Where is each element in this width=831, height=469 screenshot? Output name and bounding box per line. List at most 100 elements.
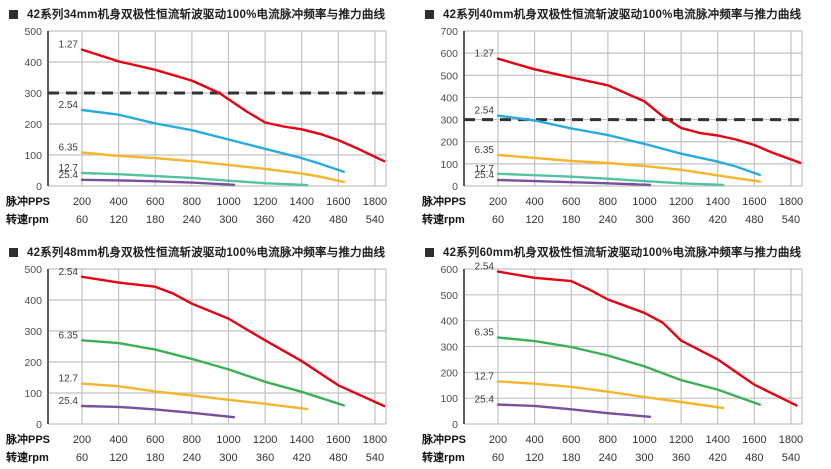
curve-label-6.35: 6.35 [475, 145, 495, 156]
pps-tick-label: 1000 [216, 196, 240, 208]
curve-label-2.54: 2.54 [475, 262, 495, 273]
y-tick-label: 100 [440, 159, 458, 171]
chart-title-row: 42系列40mm机身双极性恒流斩波驱动100%电流脉冲频率与推力曲线 [420, 5, 830, 23]
curve-label-25.4: 25.4 [59, 396, 79, 407]
y-tick-label: 500 [24, 26, 42, 38]
pps-tick-label: 1800 [363, 196, 387, 208]
pps-tick-label: 600 [562, 434, 580, 446]
curve-label-6.35: 6.35 [475, 327, 495, 338]
pps-tick-label: 1200 [669, 196, 693, 208]
curve-label-12.7: 12.7 [59, 163, 79, 174]
curve-1.27 [496, 57, 802, 165]
pps-tick-label: 200 [73, 196, 91, 208]
chart-title: 42系列34mm机身双极性恒流斩波驱动100%电流脉冲频率与推力曲线 [27, 9, 386, 21]
y-tick-label: 400 [440, 92, 458, 104]
curve-label-2.54: 2.54 [475, 106, 495, 117]
pps-tick-label: 1200 [669, 434, 693, 446]
y-tick-label: 0 [452, 419, 458, 431]
curve-label-25.4: 25.4 [475, 170, 495, 181]
chart-title-row: 42系列48mm机身双极性恒流斩波驱动100%电流脉冲频率与推力曲线 [4, 243, 414, 261]
rpm-tick-label: 300 [635, 214, 653, 226]
y-tick-label: 200 [24, 119, 42, 131]
x-axis-rpm-label: 转速rpm [422, 212, 465, 226]
pps-tick-label: 1600 [326, 196, 350, 208]
pps-tick-label: 400 [525, 196, 543, 208]
rpm-tick-label: 240 [599, 452, 617, 464]
rpm-tick-label: 300 [219, 452, 237, 464]
rpm-tick-label: 360 [672, 452, 690, 464]
title-bullet-icon [9, 247, 18, 257]
pps-tick-label: 1800 [779, 434, 803, 446]
y-tick-label: 500 [24, 264, 42, 276]
rpm-tick-label: 60 [492, 214, 504, 226]
rpm-tick-label: 420 [709, 452, 727, 464]
chart-panel-48mm: 42系列48mm机身双极性恒流斩波驱动100%电流脉冲频率与推力曲线 0 100 2… [4, 243, 414, 469]
pps-tick-label: 600 [146, 434, 164, 446]
rpm-tick-label: 120 [525, 452, 543, 464]
x-axis-pps-label: 脉冲PPS [5, 194, 50, 208]
curve-12.7 [80, 382, 309, 411]
pps-tick-label: 1400 [289, 434, 313, 446]
x-axis-rpm-label: 转速rpm [6, 450, 49, 464]
y-tick-label: 100 [24, 388, 42, 400]
curve-label-12.7: 12.7 [475, 164, 495, 175]
y-tick-label: 200 [24, 357, 42, 369]
curve-2.54 [496, 270, 798, 407]
rpm-tick-label: 540 [782, 452, 800, 464]
curve-12.7 [496, 172, 725, 187]
curve-2.54 [80, 108, 345, 173]
y-tick-label: 300 [24, 88, 42, 100]
rpm-tick-label: 180 [146, 214, 164, 226]
pps-tick-label: 1400 [289, 196, 313, 208]
rpm-tick-label: 60 [492, 452, 504, 464]
rpm-tick-label: 180 [562, 452, 580, 464]
pps-tick-label: 1800 [363, 434, 387, 446]
y-tick-label: 0 [452, 181, 458, 193]
rpm-tick-label: 60 [76, 452, 88, 464]
curve-1.27 [80, 48, 386, 163]
title-bullet-icon [425, 247, 434, 257]
y-tick-label: 700 [440, 26, 458, 38]
rpm-tick-label: 540 [366, 214, 384, 226]
curve-6.35 [496, 336, 761, 406]
pps-tick-label: 1000 [216, 434, 240, 446]
rpm-tick-label: 540 [782, 214, 800, 226]
chart-title: 42系列40mm机身双极性恒流斩波驱动100%电流脉冲频率与推力曲线 [443, 9, 802, 21]
x-axis-rpm-label: 转速rpm [422, 450, 465, 464]
pps-tick-label: 200 [73, 434, 91, 446]
y-tick-label: 300 [440, 115, 458, 127]
curve-label-25.4: 25.4 [59, 170, 79, 181]
pps-tick-label: 800 [599, 196, 617, 208]
y-tick-label: 100 [24, 150, 42, 162]
y-tick-label: 400 [24, 57, 42, 69]
pps-tick-label: 1600 [326, 434, 350, 446]
curve-label-2.54: 2.54 [59, 100, 79, 111]
y-tick-label: 200 [440, 367, 458, 379]
pps-tick-label: 1000 [632, 434, 656, 446]
chart-canvas-60mm: 0 100 200 300 400 500 600 2.54 6.35 12.7 25.4 脉冲PPS… [421, 262, 803, 464]
y-tick-label: 300 [440, 342, 458, 354]
pps-tick-label: 1400 [705, 434, 729, 446]
curve-label-1.27: 1.27 [59, 40, 79, 51]
chart-panel-40mm: 42系列40mm机身双极性恒流斩波驱动100%电流脉冲频率与推力曲线 0 100 2… [420, 5, 830, 231]
pps-tick-label: 800 [183, 196, 201, 208]
rpm-tick-label: 540 [366, 452, 384, 464]
pps-tick-label: 400 [525, 434, 543, 446]
chart-canvas-34mm: 0 100 200 300 400 500 1.27 2.54 6.35 12.725.4 脉冲PP… [5, 26, 387, 226]
rpm-tick-label: 120 [109, 452, 127, 464]
rpm-tick-label: 420 [293, 214, 311, 226]
curve-25.4 [496, 178, 652, 187]
chart-title-row: 42系列34mm机身双极性恒流斩波驱动100%电流脉冲频率与推力曲线 [4, 5, 414, 23]
curve-label-2.54: 2.54 [59, 267, 79, 278]
title-bullet-icon [9, 9, 18, 19]
curve-6.35 [80, 339, 345, 407]
chart-title: 42系列48mm机身双极性恒流斩波驱动100%电流脉冲频率与推力曲线 [27, 247, 386, 259]
pps-tick-label: 800 [599, 434, 617, 446]
rpm-tick-label: 180 [562, 214, 580, 226]
y-tick-label: 200 [440, 137, 458, 149]
pps-tick-label: 1200 [253, 434, 277, 446]
pps-tick-label: 1400 [705, 196, 729, 208]
curve-label-6.35: 6.35 [59, 143, 79, 154]
pps-tick-label: 1600 [742, 196, 766, 208]
rpm-tick-label: 420 [709, 214, 727, 226]
